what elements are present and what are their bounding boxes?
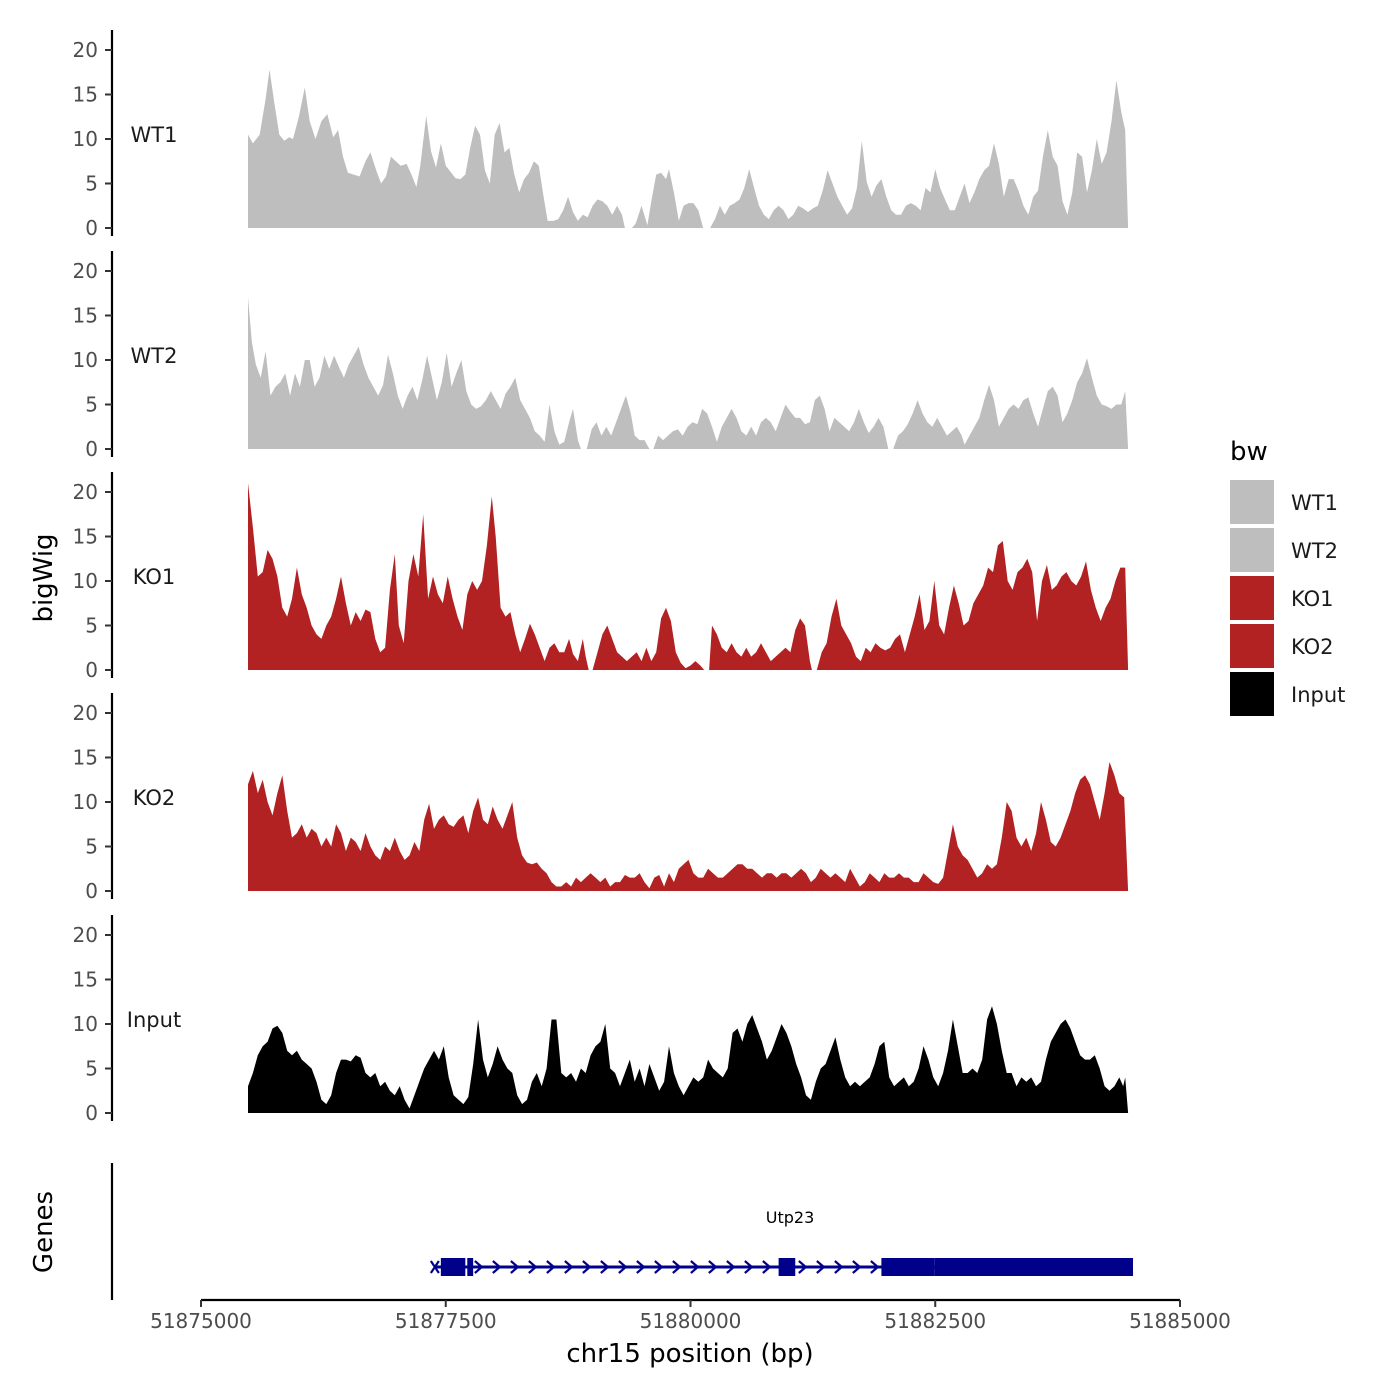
area-wt1 — [248, 69, 1129, 228]
y-tick-label-ko2-20: 20 — [73, 701, 98, 725]
x-tick-label-51880000: 51880000 — [640, 1309, 742, 1333]
y-tick-label-ko1-20: 20 — [73, 480, 98, 504]
track-wt2: 0 5 10 15 20 WT2 — [73, 251, 1129, 461]
y-tick-label-ko2-5: 5 — [85, 835, 98, 859]
y-tick-label-ko1-0: 0 — [85, 658, 98, 682]
strand-chevron — [654, 1260, 664, 1274]
track-label-ko2: KO2 — [133, 786, 176, 810]
strand-chevron — [474, 1260, 484, 1274]
area-wt2 — [248, 297, 1129, 449]
area-ko1 — [248, 483, 1129, 670]
strand-chevron — [672, 1260, 682, 1274]
y-tick-label-input-5: 5 — [85, 1057, 98, 1081]
strand-chevron — [708, 1260, 718, 1274]
exon-5 — [934, 1258, 1134, 1276]
track-ko2: 0 5 10 15 20 KO2 — [73, 693, 1129, 903]
x-axis-ticks: 51875000 51877500 51880000 51882500 51885000 — [150, 1300, 1231, 1333]
coverage-tracks: 0 5 10 15 20 WT1 0 5 10 15 20 WT2 0 5 10 15 20 KO1 0 5 10 15 2… — [73, 30, 1129, 1125]
y-tick-label-wt1-15: 15 — [73, 83, 98, 107]
track-label-wt2: WT2 — [131, 344, 178, 368]
strand-chevron — [546, 1260, 556, 1274]
exon-3 — [778, 1258, 796, 1276]
x-tick-label-51877500: 51877500 — [395, 1309, 497, 1333]
legend-items: WT1 WT2 KO1 KO2 Input — [1230, 480, 1345, 716]
y-tick-label-ko1-10: 10 — [73, 569, 98, 593]
y-tick-label-ko2-10: 10 — [73, 790, 98, 814]
strand-chevron — [618, 1260, 628, 1274]
strand-chevron — [726, 1260, 736, 1274]
y-tick-label-wt2-0: 0 — [85, 437, 98, 461]
track-label-ko1: KO1 — [133, 565, 176, 589]
y-tick-label-ko1-15: 15 — [73, 525, 98, 549]
strand-chevron — [636, 1260, 646, 1274]
y-tick-label-input-0: 0 — [85, 1101, 98, 1125]
strand-chevron — [816, 1260, 826, 1274]
legend-label-input: Input — [1291, 683, 1345, 707]
track-ko1: 0 5 10 15 20 KO1 — [73, 472, 1129, 682]
legend-label-wt2: WT2 — [1291, 539, 1338, 563]
legend-swatch-ko2 — [1230, 624, 1274, 668]
legend-title: bw — [1230, 437, 1268, 467]
strand-chevron — [798, 1260, 808, 1274]
strand-chevron — [762, 1260, 772, 1274]
x-tick-label-51875000: 51875000 — [150, 1309, 252, 1333]
strand-chevron — [564, 1260, 574, 1274]
x-tick-label-51882500: 51882500 — [884, 1309, 986, 1333]
y-tick-label-input-15: 15 — [73, 968, 98, 992]
strand-chevron — [600, 1260, 610, 1274]
strand-chevron — [528, 1260, 538, 1274]
gene-start-marker — [429, 1260, 440, 1274]
area-input — [248, 1006, 1129, 1113]
y-tick-label-wt2-5: 5 — [85, 393, 98, 417]
strand-chevron — [492, 1260, 502, 1274]
legend-label-wt1: WT1 — [1291, 491, 1338, 515]
legend-swatch-ko1 — [1230, 576, 1274, 620]
x-axis-title: chr15 position (bp) — [566, 1339, 813, 1369]
y-tick-label-input-10: 10 — [73, 1012, 98, 1036]
strand-chevron — [510, 1260, 520, 1274]
gene-model — [429, 1258, 1134, 1276]
y-tick-label-wt2-20: 20 — [73, 259, 98, 283]
gene-label-utp23: Utp23 — [766, 1208, 815, 1227]
y-tick-label-wt1-0: 0 — [85, 216, 98, 240]
y-tick-label-ko2-15: 15 — [73, 746, 98, 770]
y-tick-label-wt2-15: 15 — [73, 304, 98, 328]
legend-swatch-wt2 — [1230, 528, 1274, 572]
strand-chevron — [582, 1260, 592, 1274]
exon-4 — [881, 1258, 935, 1276]
y-tick-label-wt1-5: 5 — [85, 172, 98, 196]
area-ko2 — [248, 762, 1129, 891]
x-tick-label-51885000: 51885000 — [1129, 1309, 1231, 1333]
legend-label-ko2: KO2 — [1291, 635, 1334, 659]
strand-chevron — [690, 1260, 700, 1274]
strand-chevron — [834, 1260, 844, 1274]
strand-chevron — [870, 1260, 880, 1274]
y-tick-label-wt1-10: 10 — [73, 127, 98, 151]
y-axis-title: bigWig — [29, 533, 59, 622]
legend-swatch-wt1 — [1230, 480, 1274, 524]
y-tick-label-ko2-0: 0 — [85, 879, 98, 903]
legend: bw WT1 WT2 KO1 KO2 Input — [1230, 437, 1345, 716]
y-tick-label-input-20: 20 — [73, 923, 98, 947]
strand-chevron — [852, 1260, 862, 1274]
x-axis: 51875000 51877500 51880000 51882500 51885000… — [150, 1298, 1231, 1369]
gene-track: Genes Utp23 — [29, 1163, 1134, 1300]
legend-swatch-input — [1230, 672, 1274, 716]
y-tick-label-ko1-5: 5 — [85, 614, 98, 638]
track-label-input: Input — [127, 1008, 181, 1032]
y-tick-label-wt2-10: 10 — [73, 348, 98, 372]
exon-1 — [440, 1258, 466, 1276]
exon-2 — [467, 1258, 474, 1276]
legend-label-ko1: KO1 — [1291, 587, 1334, 611]
track-wt1: 0 5 10 15 20 WT1 — [73, 30, 1129, 240]
gene-track-title: Genes — [29, 1191, 59, 1273]
track-label-wt1: WT1 — [131, 123, 178, 147]
strand-chevron — [744, 1260, 754, 1274]
track-input: 0 5 10 15 20 Input — [73, 915, 1129, 1125]
y-tick-label-wt1-20: 20 — [73, 38, 98, 62]
